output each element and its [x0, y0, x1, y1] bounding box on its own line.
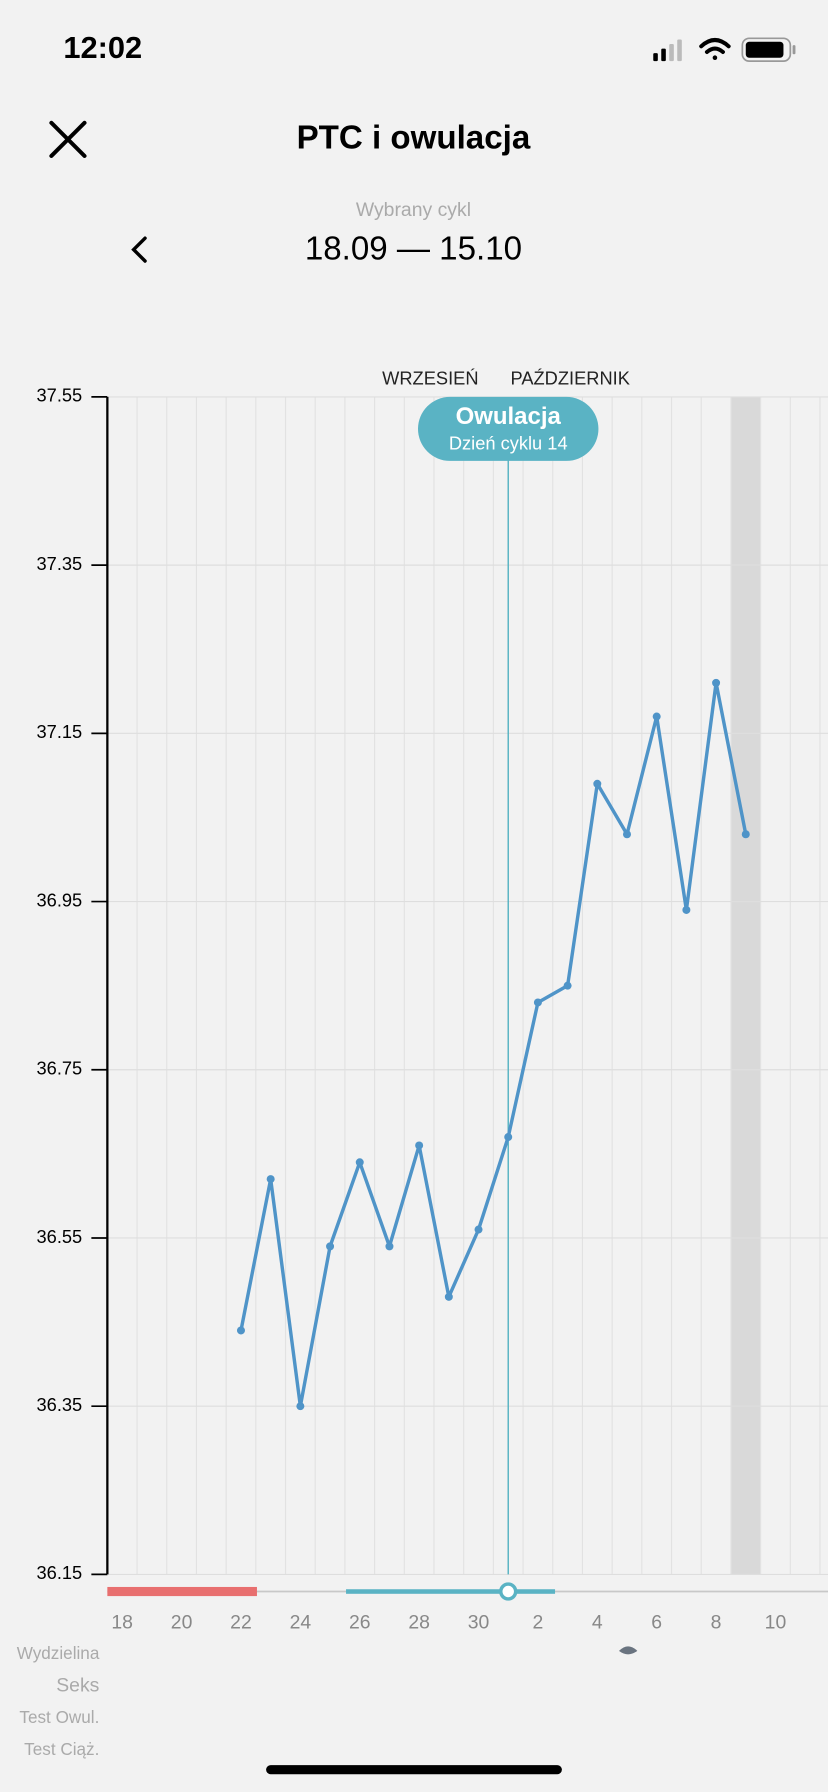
row-label: Test Owul.	[19, 1707, 99, 1727]
month-label: PAŹDZIERNIK	[511, 368, 630, 389]
row-label: Wydzielina	[17, 1643, 100, 1663]
temperature-point	[504, 1133, 513, 1142]
temperature-point	[652, 712, 661, 721]
y-tick-label: 37.55	[37, 385, 83, 406]
signal-icon	[653, 39, 682, 62]
temperature-point	[444, 1292, 453, 1301]
y-tick-label: 36.15	[37, 1562, 83, 1583]
fertile-bar	[346, 1589, 556, 1594]
y-tick-label: 36.55	[37, 1226, 83, 1247]
temperature-line	[239, 681, 748, 1408]
temperature-point	[741, 830, 750, 839]
temperature-point	[682, 905, 691, 914]
row-label: Seks	[56, 1674, 99, 1696]
temperature-point	[385, 1242, 394, 1251]
y-tick-label: 37.15	[37, 721, 83, 742]
status-time: 12:02	[63, 30, 142, 65]
home-indicator	[266, 1765, 562, 1775]
x-tick-label: 24	[290, 1612, 312, 1634]
x-tick-label: 30	[468, 1612, 490, 1634]
temperature-point	[563, 981, 572, 990]
y-tick-label: 36.75	[37, 1058, 83, 1079]
x-tick-label: 4	[592, 1612, 603, 1634]
row-label: Test Ciąż.	[24, 1739, 99, 1759]
x-tick-label: 20	[171, 1612, 193, 1634]
period-bar	[107, 1586, 257, 1597]
temperature-point	[326, 1242, 335, 1251]
temperature-point	[712, 678, 721, 687]
y-tick-label: 37.35	[37, 553, 83, 574]
temperature-point	[415, 1141, 424, 1150]
close-button[interactable]	[49, 120, 87, 158]
temperature-point	[355, 1158, 364, 1167]
temperature-point	[593, 779, 602, 788]
temperature-point	[236, 1326, 245, 1335]
x-tick-label: 26	[349, 1612, 371, 1634]
ovulation-dot	[499, 1582, 518, 1601]
today-band	[730, 396, 761, 1575]
x-tick-label: 2	[533, 1612, 544, 1634]
temperature-point	[474, 1225, 483, 1234]
ovulation-subtitle: Dzień cyklu 14	[449, 433, 568, 454]
temperature-point	[622, 830, 631, 839]
temperature-point	[266, 1175, 275, 1184]
wifi-icon	[699, 38, 731, 61]
x-tick-label: 22	[230, 1612, 252, 1634]
eye-icon	[619, 1646, 638, 1655]
temperature-point	[533, 998, 542, 1007]
page-title: PTC i owulacja	[297, 120, 531, 157]
x-tick-label: 10	[765, 1612, 787, 1634]
y-tick-label: 36.95	[37, 889, 83, 910]
x-tick-label: 6	[651, 1612, 662, 1634]
y-tick-label: 36.35	[37, 1394, 83, 1415]
x-tick-label: 18	[111, 1612, 133, 1634]
x-tick-label: 8	[711, 1612, 722, 1634]
prev-cycle-button[interactable]	[131, 236, 147, 263]
ovulation-badge	[417, 396, 599, 461]
temperature-point	[296, 1402, 305, 1411]
cycle-range: 18.09 — 15.10	[305, 230, 522, 267]
battery-icon	[741, 37, 796, 63]
ovulation-title: Owulacja	[456, 403, 562, 430]
month-label: WRZESIEŃ	[382, 368, 478, 389]
x-tick-label: 28	[408, 1612, 430, 1634]
cycle-caption: Wybrany cykl	[356, 199, 471, 221]
